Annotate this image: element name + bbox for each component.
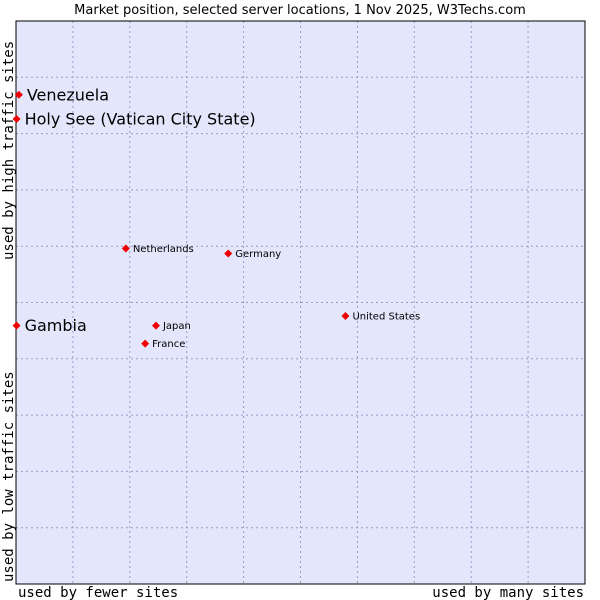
point-label: Gambia bbox=[25, 316, 87, 335]
point-label: Holy See (Vatican City State) bbox=[25, 109, 256, 128]
point-marker bbox=[341, 312, 350, 321]
point-marker bbox=[12, 114, 21, 123]
data-points: Venezuela Holy See (Vatican City State) Ne… bbox=[12, 85, 420, 350]
y-axis-low-label: used by low traffic sites bbox=[1, 371, 17, 582]
data-point-united-states: United States bbox=[341, 312, 420, 323]
data-point-venezuela: Venezuela bbox=[14, 85, 109, 104]
point-label: Netherlands bbox=[133, 244, 194, 255]
point-label: United States bbox=[352, 312, 420, 323]
x-axis-low-label: used by fewer sites bbox=[18, 585, 178, 600]
point-label: Venezuela bbox=[27, 85, 109, 104]
point-marker bbox=[14, 90, 23, 99]
point-marker bbox=[224, 249, 233, 258]
data-point-holy-see-vatican-city-state: Holy See (Vatican City State) bbox=[12, 109, 256, 128]
point-marker bbox=[141, 339, 150, 348]
data-point-gambia: Gambia bbox=[12, 316, 87, 335]
point-marker bbox=[151, 321, 160, 330]
chart-title: Market position, selected server locatio… bbox=[74, 3, 526, 18]
grid-lines bbox=[16, 21, 585, 584]
point-label: Germany bbox=[235, 249, 281, 260]
data-point-japan: Japan bbox=[151, 321, 191, 332]
data-point-netherlands: Netherlands bbox=[121, 244, 194, 255]
plot-border bbox=[15, 20, 586, 585]
point-marker bbox=[121, 244, 130, 253]
x-axis-high-label: used by many sites bbox=[432, 585, 584, 600]
point-label: Japan bbox=[162, 321, 191, 332]
y-axis-high-label: used by high traffic sites bbox=[1, 41, 17, 260]
point-label: France bbox=[152, 339, 185, 350]
data-point-germany: Germany bbox=[224, 249, 281, 260]
data-point-france: France bbox=[141, 339, 185, 350]
point-marker bbox=[12, 321, 21, 330]
